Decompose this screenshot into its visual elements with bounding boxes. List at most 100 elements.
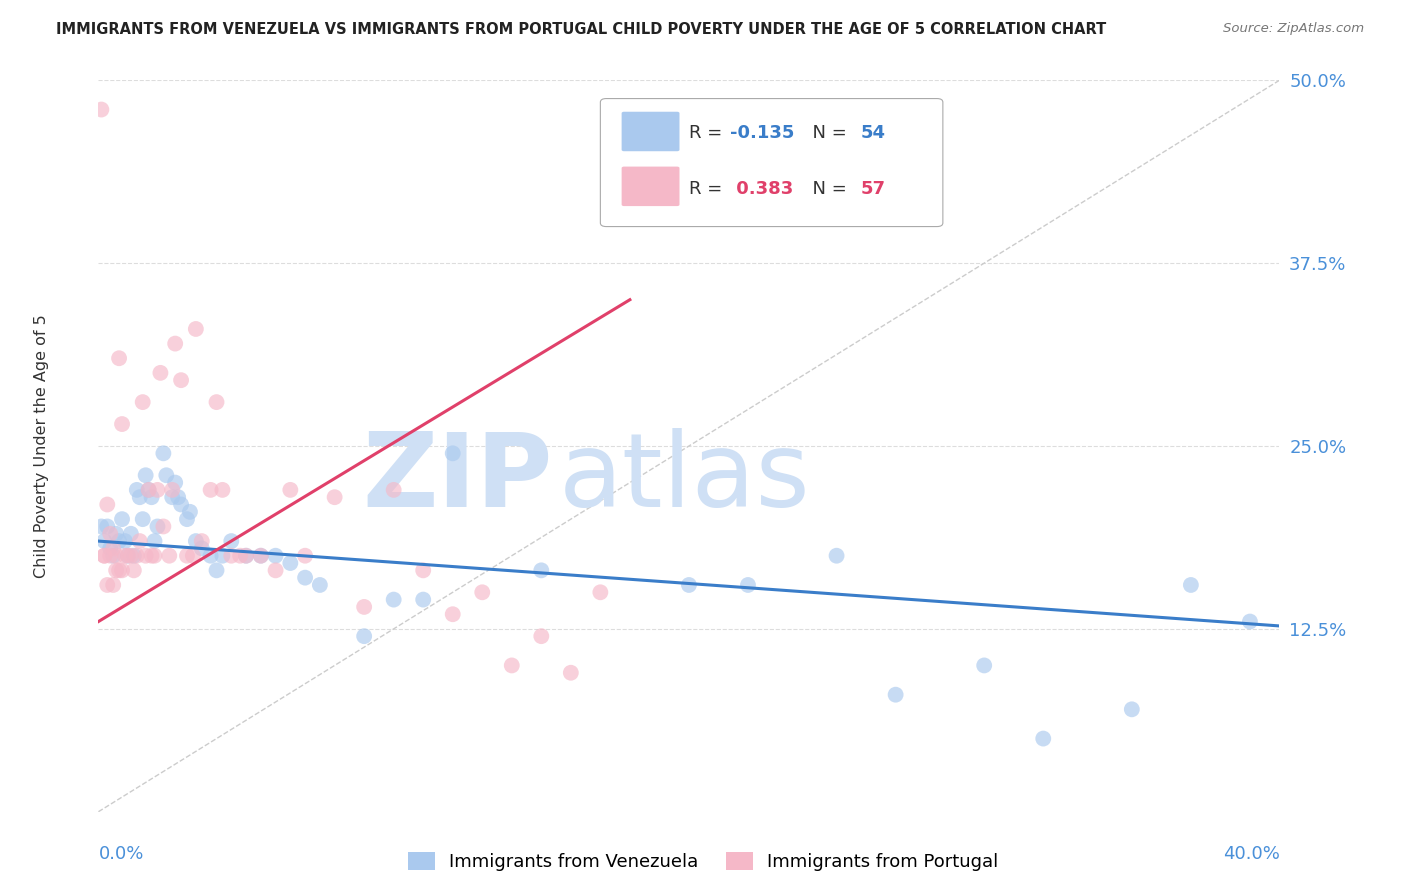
Text: R =: R =: [689, 179, 728, 197]
Point: [184, 322, 207, 336]
Text: IMMIGRANTS FROM VENEZUELA VS IMMIGRANTS FROM PORTUGAL CHILD POVERTY UNDER THE AG: IMMIGRANTS FROM VENEZUELA VS IMMIGRANTS …: [56, 22, 1107, 37]
Point: [108, 534, 131, 549]
Point: [141, 490, 163, 504]
Text: 54: 54: [860, 124, 886, 142]
Point: [441, 446, 464, 460]
Point: [98, 541, 121, 556]
Point: [143, 534, 166, 549]
Point: [96, 519, 118, 533]
Point: [108, 563, 131, 577]
Point: [825, 549, 848, 563]
Point: [167, 490, 190, 504]
Point: [132, 395, 155, 409]
Point: [280, 483, 302, 497]
Point: [96, 498, 118, 512]
Text: Source: ZipAtlas.com: Source: ZipAtlas.com: [1223, 22, 1364, 36]
Point: [179, 505, 201, 519]
Point: [103, 549, 125, 563]
Point: [120, 526, 142, 541]
Point: [93, 549, 115, 563]
Point: [250, 549, 273, 563]
Point: [176, 549, 198, 563]
Point: [143, 549, 166, 563]
Text: 0.383: 0.383: [730, 179, 793, 197]
Point: [111, 417, 134, 431]
Point: [90, 519, 112, 533]
Point: [108, 351, 131, 366]
Point: [141, 549, 163, 563]
Point: [973, 658, 995, 673]
Point: [138, 483, 160, 497]
Point: [98, 526, 121, 541]
Point: [146, 483, 169, 497]
Text: 0.0%: 0.0%: [98, 845, 143, 863]
Point: [200, 549, 222, 563]
Point: [138, 483, 160, 497]
Text: N =: N =: [801, 124, 852, 142]
Point: [103, 541, 125, 556]
Point: [323, 490, 346, 504]
Point: [117, 549, 139, 563]
Point: [132, 512, 155, 526]
Point: [170, 373, 193, 387]
Point: [191, 534, 214, 549]
Point: [589, 585, 612, 599]
Point: [128, 490, 150, 504]
Point: [294, 549, 316, 563]
Point: [98, 549, 121, 563]
Point: [1180, 578, 1202, 592]
Point: [125, 483, 148, 497]
Point: [235, 549, 257, 563]
Point: [105, 526, 128, 541]
Point: [135, 549, 157, 563]
Point: [353, 629, 375, 643]
FancyBboxPatch shape: [621, 167, 679, 206]
Point: [382, 592, 405, 607]
Point: [229, 549, 252, 563]
Point: [530, 629, 553, 643]
Point: [103, 578, 125, 592]
Point: [264, 563, 287, 577]
Point: [135, 468, 157, 483]
Text: 40.0%: 40.0%: [1223, 845, 1279, 863]
Point: [146, 519, 169, 533]
Point: [162, 483, 183, 497]
Point: [181, 549, 204, 563]
Point: [93, 549, 115, 563]
Point: [105, 563, 128, 577]
Point: [412, 563, 434, 577]
Point: [221, 549, 243, 563]
Point: [471, 585, 494, 599]
Point: [200, 483, 222, 497]
Point: [191, 541, 214, 556]
Text: 57: 57: [860, 179, 886, 197]
Point: [1032, 731, 1054, 746]
Point: [353, 599, 375, 614]
Point: [111, 512, 134, 526]
Point: [205, 563, 228, 577]
Point: [1239, 615, 1261, 629]
Point: [170, 498, 193, 512]
Text: Child Poverty Under the Age of 5: Child Poverty Under the Age of 5: [34, 314, 49, 578]
Text: atlas: atlas: [560, 428, 811, 530]
Point: [90, 103, 112, 117]
Point: [152, 446, 174, 460]
Point: [117, 549, 139, 563]
Point: [737, 578, 759, 592]
Point: [560, 665, 582, 680]
Point: [250, 549, 273, 563]
Point: [165, 475, 187, 490]
Point: [157, 549, 180, 563]
Point: [149, 366, 172, 380]
Point: [221, 534, 243, 549]
Point: [205, 395, 228, 409]
Point: [114, 549, 136, 563]
Text: R =: R =: [689, 124, 728, 142]
Point: [176, 512, 198, 526]
Text: N =: N =: [801, 179, 852, 197]
Text: -0.135: -0.135: [730, 124, 794, 142]
Point: [96, 578, 118, 592]
Point: [309, 578, 332, 592]
Point: [280, 556, 302, 570]
Legend: Immigrants from Venezuela, Immigrants from Portugal: Immigrants from Venezuela, Immigrants fr…: [401, 845, 1005, 879]
